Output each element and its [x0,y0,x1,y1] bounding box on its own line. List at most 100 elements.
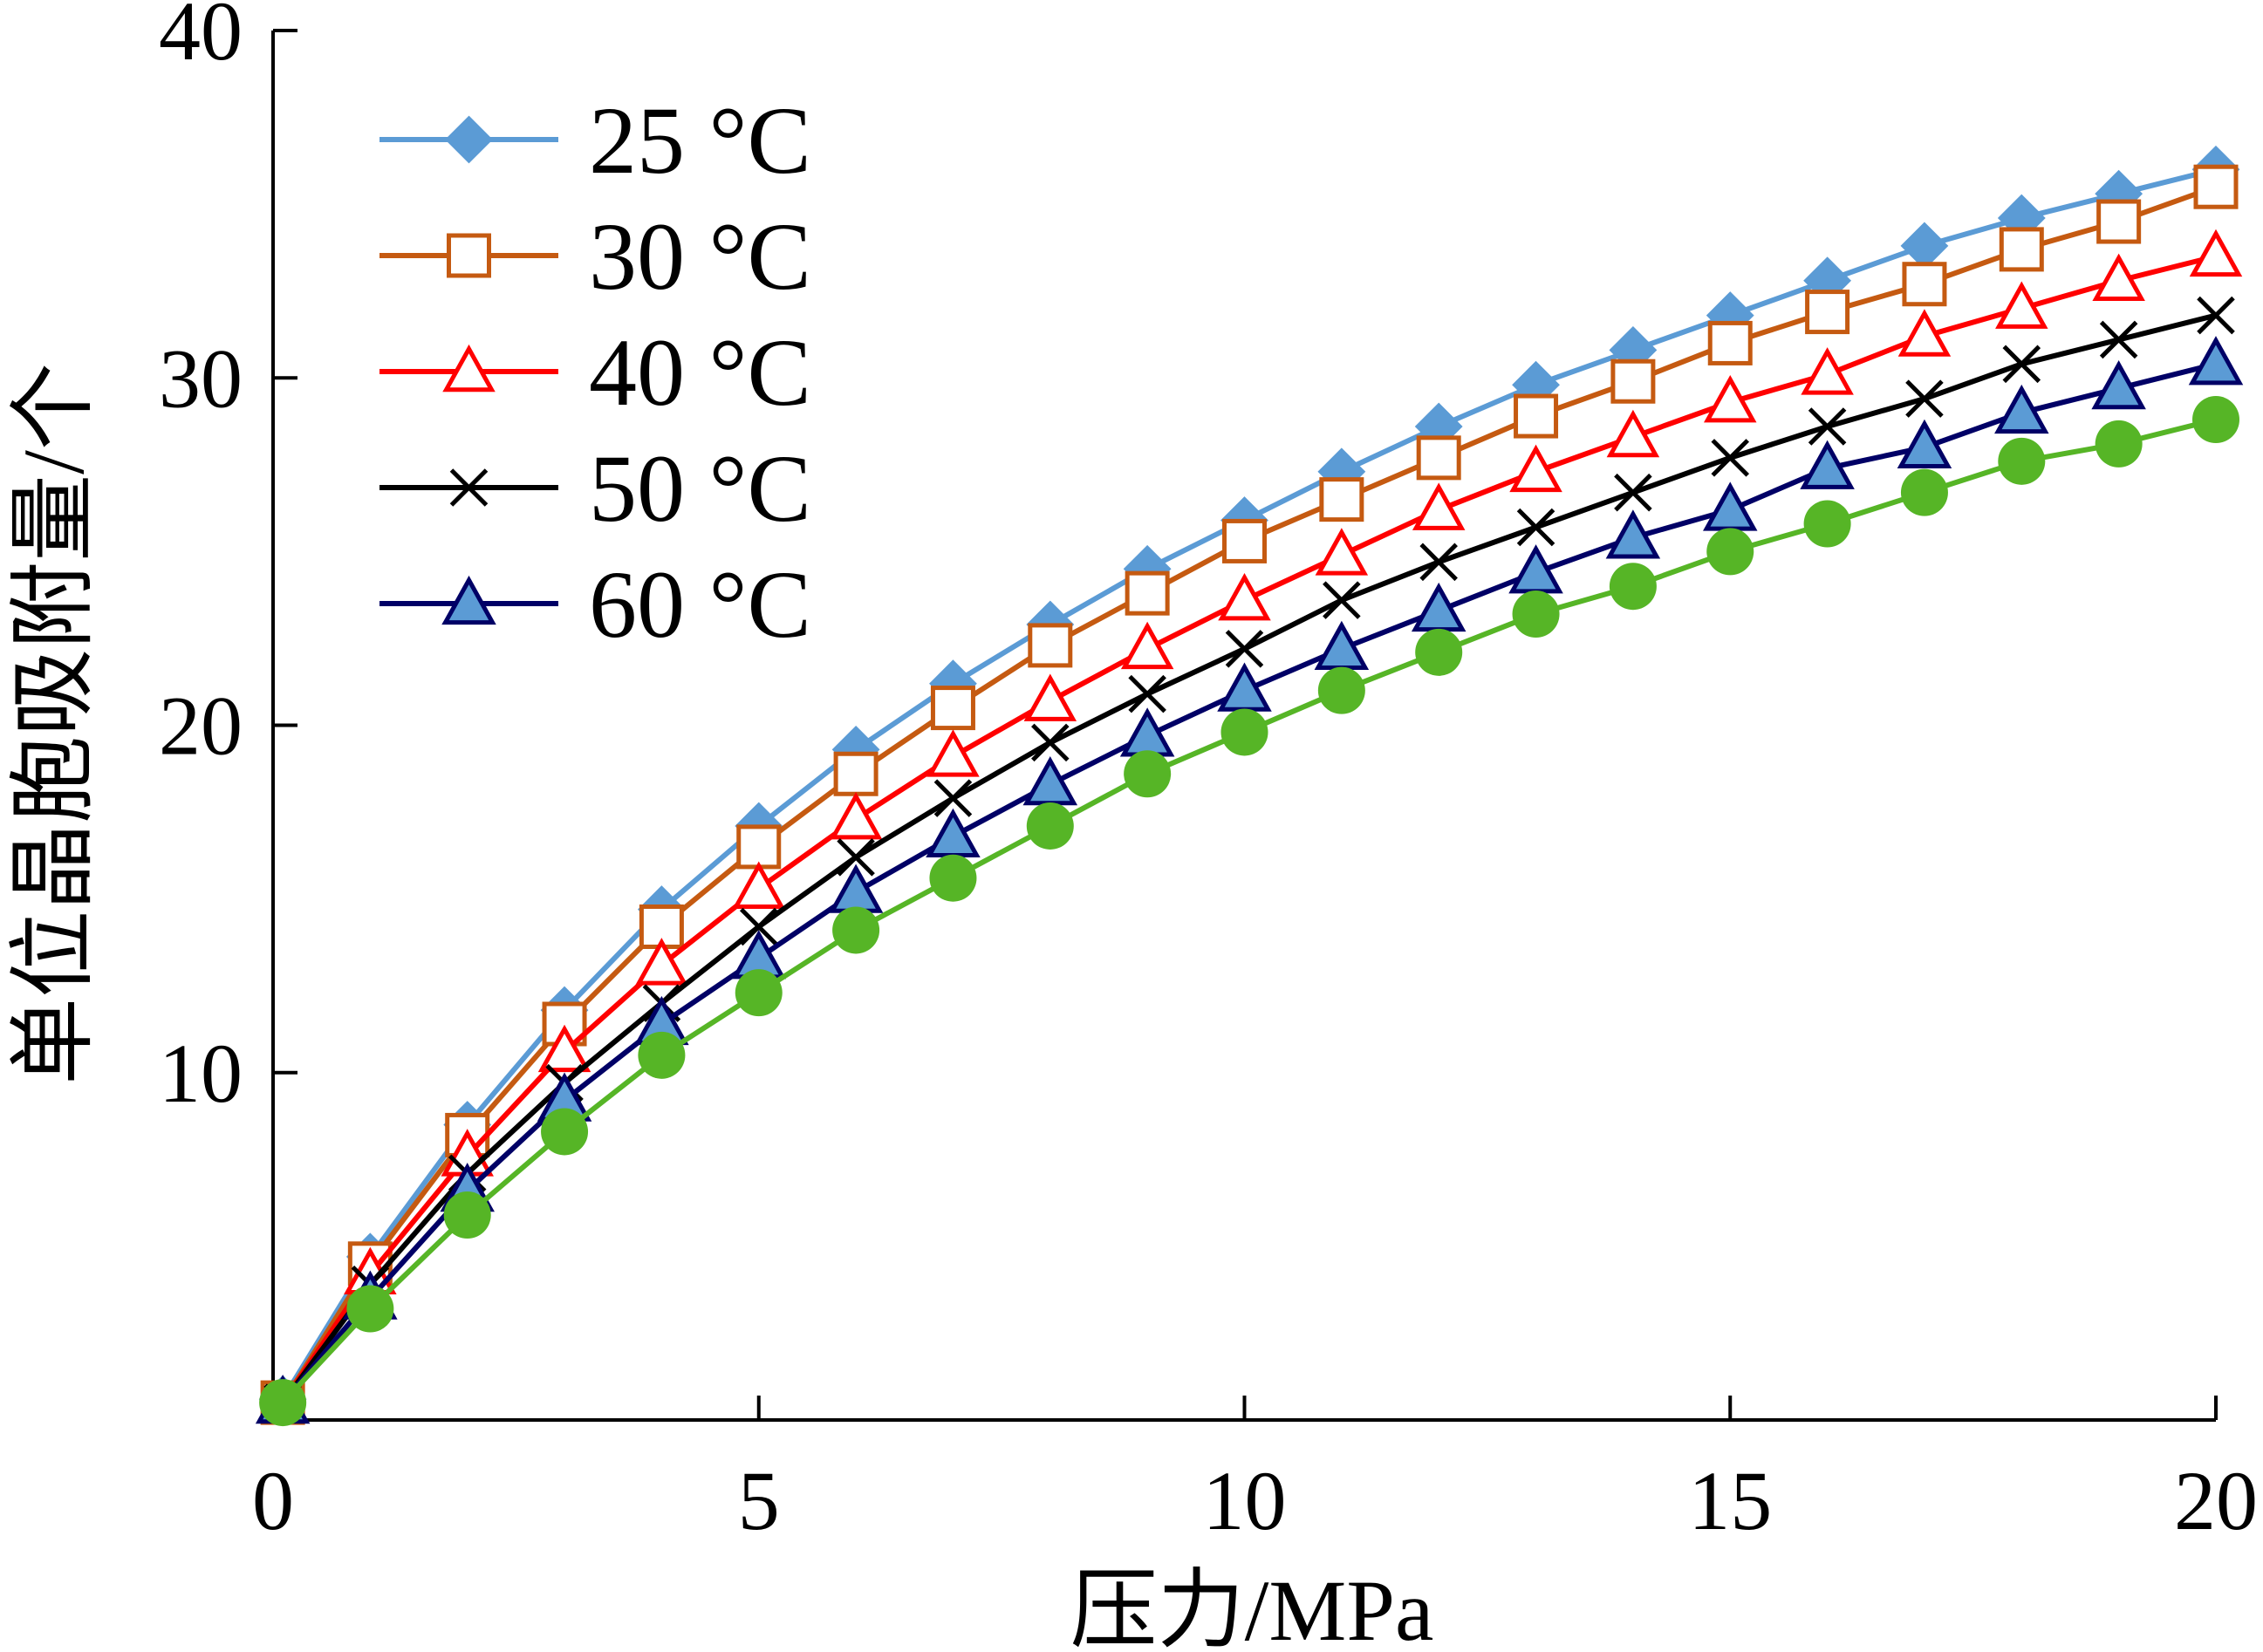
data-point [1803,500,1851,548]
data-point [1323,581,1361,619]
data-point [1220,708,1268,756]
legend-entry: 25 °C [379,87,811,194]
data-point [833,751,879,796]
data-point [1703,481,1758,531]
data-point [1897,309,1952,357]
data-point [1119,707,1175,757]
series-1 [258,145,2240,1423]
data-point [1125,570,1170,616]
data-point [1412,482,1466,530]
legend-label: 50 °C [589,435,811,542]
data-point [732,861,785,909]
data-point [1605,509,1661,559]
data-point [1706,528,1754,576]
data-point [1315,528,1369,576]
data-point [1805,290,1850,335]
data-point [1416,435,1461,481]
x-tick-label: 20 [2174,1454,2258,1547]
axes: 0 5 10 15 20 10 20 30 40 [159,0,2258,1547]
data-point [443,1191,491,1239]
legend-marker [449,468,489,507]
data-point [1218,572,1271,621]
data-point [639,904,684,949]
legend-label: 40 °C [589,319,811,426]
series-layer [255,145,2244,1427]
data-point [1509,444,1562,493]
legend: 25 °C30 °C40 °C50 °C60 °C [379,87,811,658]
y-tick-label: 30 [159,331,243,425]
y-tick-label: 10 [159,1027,243,1120]
data-point [1995,281,2048,329]
series-3 [256,229,2243,1423]
data-point [2091,360,2146,410]
data-point [1031,723,1070,762]
legend-entry: 60 °C [379,551,811,658]
legend-entry: 40 °C [379,319,811,426]
data-point [1704,374,1757,423]
data-point [926,808,981,858]
x-tick-label: 0 [252,1454,294,1547]
legend-marker [447,233,491,278]
legend-label: 25 °C [589,87,811,194]
data-point [1900,468,1948,516]
x-tick-label: 10 [1203,1454,1287,1547]
series-line [280,184,2218,1404]
data-point [1023,673,1077,721]
data-point [1606,409,1660,458]
data-point [1419,543,1458,582]
data-point [1801,347,1854,395]
data-point [933,779,973,817]
data-point [259,1379,307,1427]
data-point [635,938,688,986]
legend-entry: 30 °C [379,203,811,310]
data-point [1614,473,1652,512]
data-point [1317,666,1365,714]
data-point [2197,296,2235,335]
data-point [1902,262,1947,307]
data-point [2096,199,2142,244]
data-point [1609,563,1657,611]
series-2 [260,164,2239,1425]
data-point [346,1285,394,1333]
data-point [541,1108,589,1156]
data-point [1314,620,1370,670]
data-point [1222,518,1267,563]
data-point [1998,437,2046,485]
data-point [1516,508,1555,547]
data-point [1711,439,1750,477]
x-tick-label: 15 [1688,1454,1772,1547]
data-point [837,838,875,877]
data-point [1905,379,1944,418]
data-point [2189,229,2243,277]
data-point [1028,623,1073,668]
data-point [2002,345,2041,384]
data-point [1225,630,1264,668]
data-point [739,907,778,946]
data-point [1022,756,1078,806]
data-point [1994,384,2049,434]
data-point [930,686,975,731]
data-point [926,729,980,777]
data-point [2099,320,2138,359]
series-line [280,417,2217,1405]
legend-entry: 50 °C [379,435,811,542]
data-point [735,969,783,1017]
data-point [1120,621,1174,670]
x-axis-title: 压力/MPa [1070,1562,1434,1652]
y-tick-label: 20 [159,679,243,773]
data-point [1900,222,1949,270]
data-point [2193,164,2239,209]
data-point [1897,419,1952,468]
data-point [2192,396,2239,444]
data-point [736,824,782,870]
data-point [829,791,883,840]
y-tick-label: 40 [159,0,243,78]
data-point [929,854,977,902]
data-point [1411,582,1467,632]
data-point [832,906,880,954]
data-point [1999,227,2044,272]
data-point [1800,440,1855,489]
data-point [1707,320,1753,365]
data-point [1808,407,1847,446]
